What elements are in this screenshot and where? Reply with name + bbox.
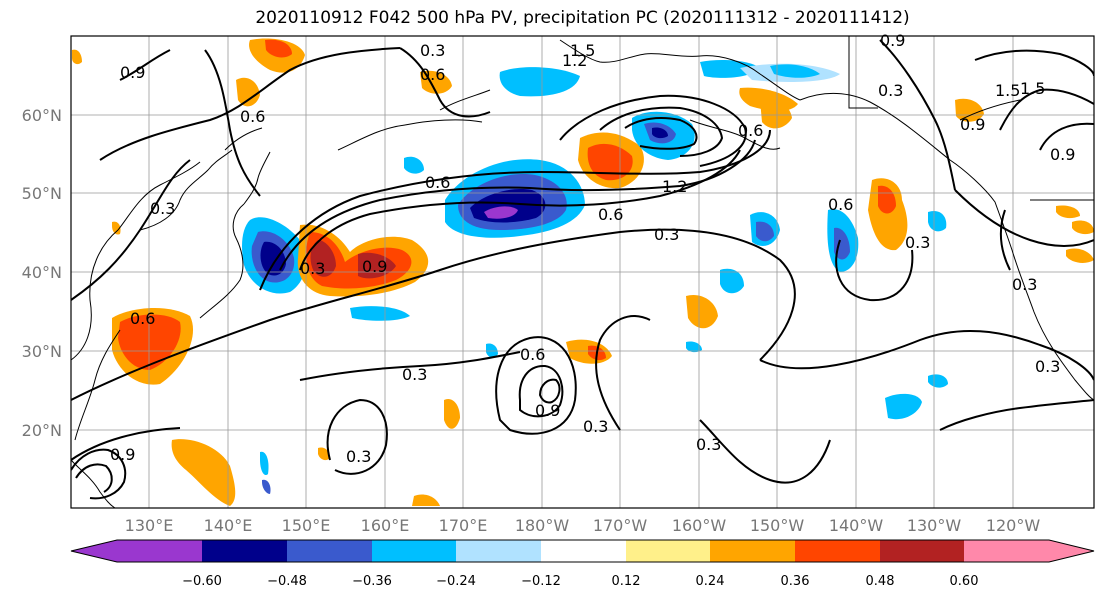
contour-label: 0.3 xyxy=(300,259,325,278)
colorbar-outline xyxy=(70,539,1095,563)
lat-axis: 60°N 50°N 40°N 30°N 20°N xyxy=(22,106,62,440)
colorbar-swatch xyxy=(626,540,710,562)
colorbar-label: −0.36 xyxy=(352,574,392,589)
contour-label: 0.3 xyxy=(346,447,371,466)
colorbar-swatch xyxy=(372,540,456,562)
contour-labels: 0.3 0.9 0.6 1.5 1.2 0.3 0.6 0.3 0.9 1.5 … xyxy=(110,31,1075,466)
contour-label: 0.3 xyxy=(420,41,445,60)
lon-tick: 120°W xyxy=(986,516,1041,535)
map-border xyxy=(70,35,1095,509)
colorbar-label: 0.12 xyxy=(612,574,641,589)
contour-label: 0.9 xyxy=(535,401,560,420)
contour-label: 0.3 xyxy=(878,81,903,100)
colorbar-label: −0.60 xyxy=(182,574,222,589)
contour-label: 1.5 xyxy=(995,81,1020,100)
colorbar-swatch xyxy=(202,540,287,562)
colorbar-swatch xyxy=(71,540,117,562)
lon-tick: 140°W xyxy=(829,516,884,535)
contour-label: 0.3 xyxy=(696,435,721,454)
lat-tick: 20°N xyxy=(22,421,62,440)
colorbar-swatch xyxy=(456,540,541,562)
contour-label: 0.6 xyxy=(130,309,155,328)
lon-tick: 160°W xyxy=(672,516,727,535)
contour-label: 1.2 xyxy=(562,51,587,70)
contour-label: 0.3 xyxy=(1035,357,1060,376)
lat-tick: 60°N xyxy=(22,106,62,125)
colorbar-swatch xyxy=(117,540,202,562)
colorbar-swatch xyxy=(795,540,880,562)
lat-tick: 40°N xyxy=(22,263,62,282)
lat-tick: 30°N xyxy=(22,342,62,361)
contour-label: 0.9 xyxy=(110,445,135,464)
gridlines xyxy=(71,36,1094,508)
lon-tick: 150°E xyxy=(282,516,331,535)
colorbar-swatch xyxy=(964,540,1049,562)
lon-tick: 170°W xyxy=(593,516,648,535)
lon-tick: 180°W xyxy=(515,516,570,535)
contour-label: 0.6 xyxy=(828,195,853,214)
contour-label: 0.3 xyxy=(583,417,608,436)
colorbar-label: −0.12 xyxy=(521,574,561,589)
contour-label: 0.3 xyxy=(905,233,930,252)
contour-label: 0.9 xyxy=(880,31,905,50)
lon-axis: 130°E 140°E 150°E 160°E 170°E 180°W 170°… xyxy=(125,516,1041,535)
colorbar-label: 0.48 xyxy=(866,574,895,589)
contour-label: 0.9 xyxy=(1050,145,1075,164)
lat-tick: 50°N xyxy=(22,184,62,203)
contour-label: 0.9 xyxy=(120,63,145,82)
lon-tick: 130°W xyxy=(907,516,962,535)
colorbar-swatch xyxy=(541,540,626,562)
colorbar-swatch xyxy=(880,540,964,562)
contour-label: 0.3 xyxy=(150,199,175,218)
lon-tick: 130°E xyxy=(125,516,174,535)
contour-label: 0.6 xyxy=(425,173,450,192)
contour-label: 0.6 xyxy=(598,205,623,224)
colorbar-label: 0.36 xyxy=(781,574,810,589)
contour-label: 0.6 xyxy=(738,121,763,140)
contour-label: 0.3 xyxy=(1012,275,1037,294)
colorbar-label: −0.48 xyxy=(267,574,307,589)
contour-label: 0.9 xyxy=(362,257,387,276)
contour-label: 0.6 xyxy=(420,65,445,84)
contour-label: 0.3 xyxy=(654,225,679,244)
contour-label: 0.3 xyxy=(402,365,427,384)
contour-label: 1.2 xyxy=(662,177,687,196)
colorbar: −0.60 −0.48 −0.36 −0.24 −0.12 0.12 0.24 … xyxy=(70,539,1095,589)
colorbar-swatch xyxy=(1049,540,1094,562)
lon-tick: 150°W xyxy=(750,516,805,535)
contour-label: 1.5 xyxy=(570,41,595,60)
colorbar-swatch xyxy=(287,540,372,562)
colorbar-label: 0.60 xyxy=(950,574,979,589)
map-title: 2020110912 F042 500 hPa PV, precipitatio… xyxy=(255,8,910,28)
contour-label: 1.5 xyxy=(1020,79,1045,98)
colorbar-swatch xyxy=(710,540,795,562)
lon-tick: 160°E xyxy=(361,516,410,535)
lon-tick: 170°E xyxy=(439,516,488,535)
contour-label: 0.6 xyxy=(240,107,265,126)
pv-contours xyxy=(71,39,1094,500)
contour-label: 0.6 xyxy=(520,345,545,364)
colorbar-label: −0.24 xyxy=(436,574,476,589)
lon-tick: 140°E xyxy=(204,516,253,535)
contour-label: 0.9 xyxy=(960,115,985,134)
colorbar-label: 0.24 xyxy=(696,574,725,589)
